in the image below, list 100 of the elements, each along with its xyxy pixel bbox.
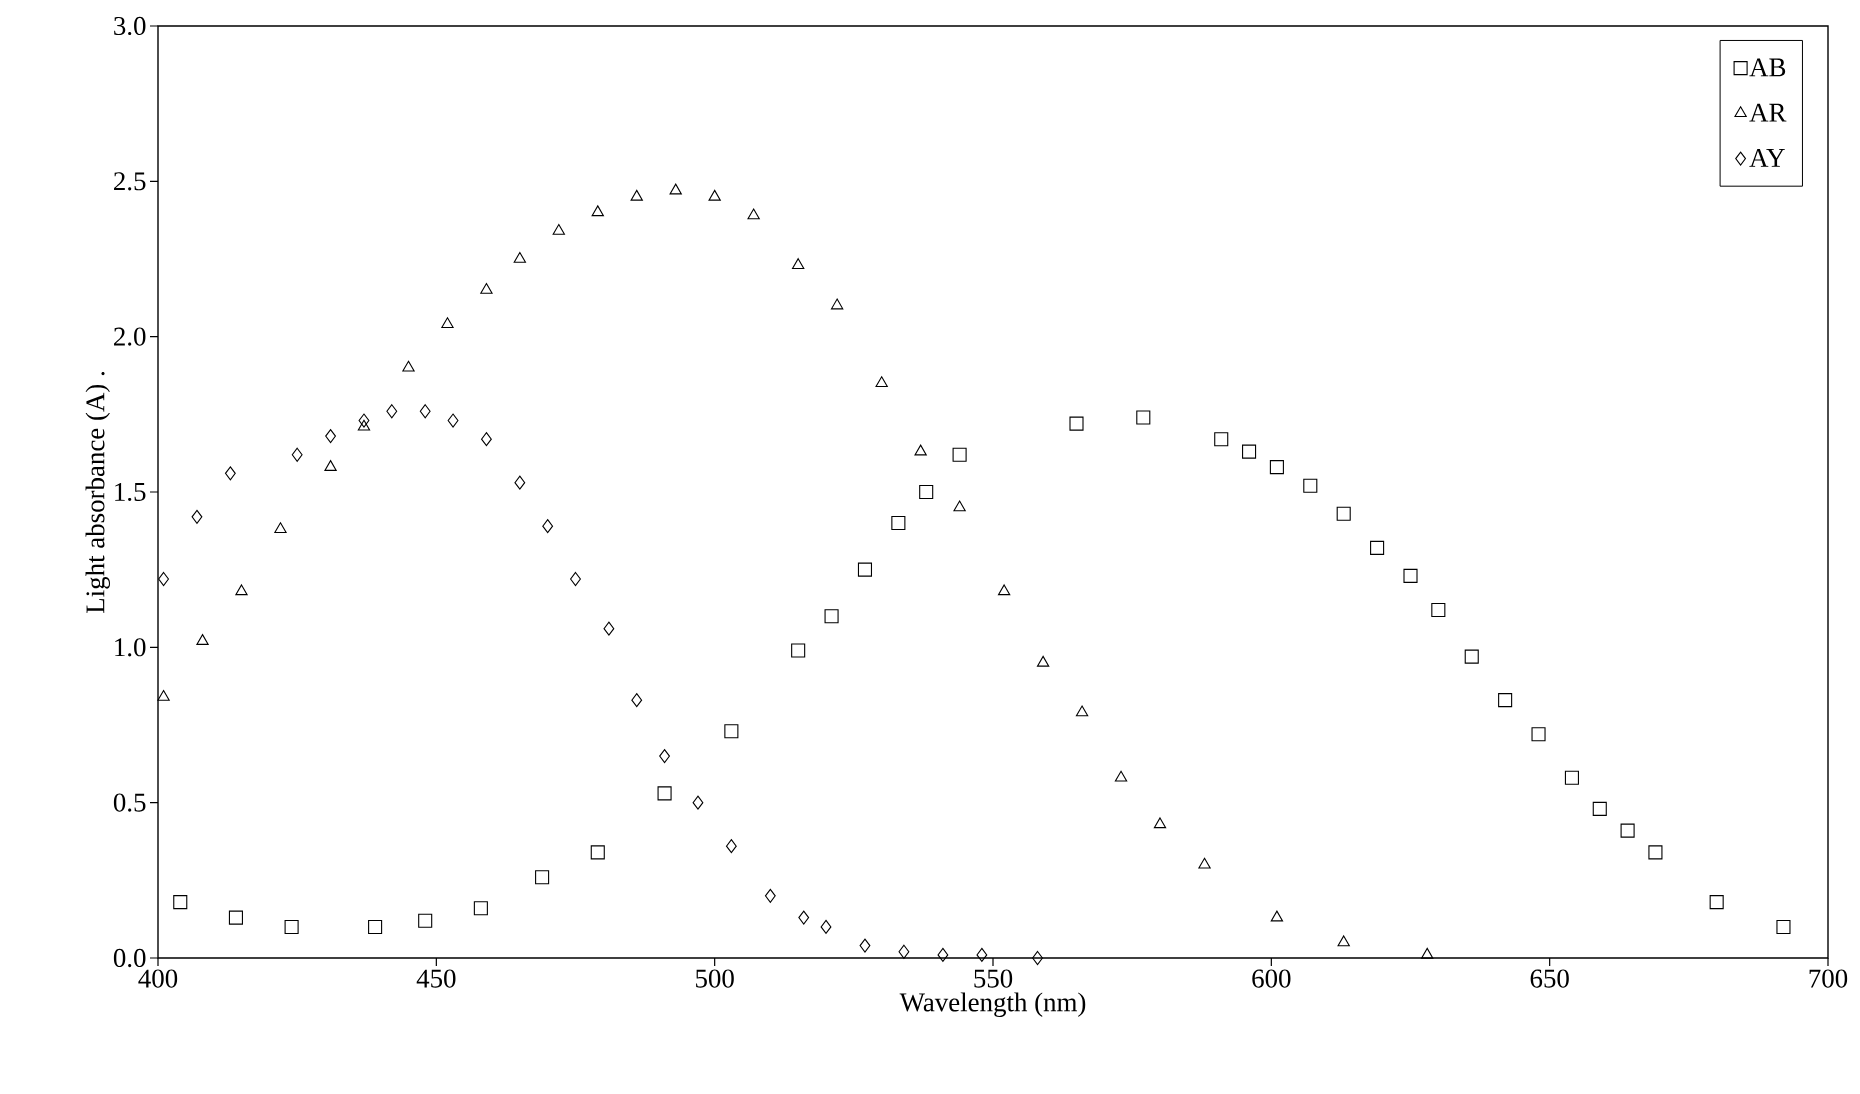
point	[1036, 655, 1050, 667]
point	[859, 938, 871, 953]
x-tick-label: 700	[1809, 969, 1848, 988]
point	[919, 484, 934, 500]
point	[764, 888, 776, 903]
point	[173, 895, 188, 910]
x-tick-label: 400	[138, 969, 178, 988]
point	[630, 189, 643, 201]
point	[692, 795, 704, 810]
point	[291, 447, 303, 462]
point	[196, 634, 209, 645]
point	[235, 584, 248, 596]
point	[659, 749, 670, 764]
point	[952, 447, 967, 462]
point	[480, 283, 493, 294]
point	[1431, 603, 1446, 618]
point	[447, 413, 459, 428]
y-tick-label: 2.5	[114, 172, 146, 191]
point	[997, 584, 1011, 596]
point	[481, 432, 492, 447]
point	[513, 251, 527, 263]
x-axis-title: Wavelength (nm)	[899, 992, 1086, 1017]
point	[368, 919, 383, 934]
point	[1242, 444, 1257, 459]
point	[898, 944, 910, 959]
point	[1153, 817, 1167, 829]
point	[791, 258, 805, 269]
point	[724, 724, 739, 739]
point	[325, 429, 336, 444]
point	[1498, 693, 1513, 708]
point	[1270, 910, 1284, 922]
point	[284, 919, 299, 934]
legend-label: AY	[1749, 148, 1785, 167]
point	[725, 839, 737, 854]
point	[1198, 857, 1211, 869]
point	[552, 223, 565, 235]
point	[542, 519, 554, 534]
point	[747, 208, 760, 220]
point	[591, 205, 604, 217]
point	[824, 609, 839, 624]
point	[274, 522, 287, 534]
point	[1403, 568, 1418, 583]
y-tick-label: 0.5	[113, 793, 146, 812]
point	[1464, 649, 1479, 664]
x-tick-label: 550	[974, 969, 1013, 988]
point	[1214, 432, 1229, 447]
point	[1269, 460, 1284, 475]
point	[324, 460, 337, 471]
x-tick-label: 600	[1252, 969, 1291, 988]
point	[914, 444, 927, 456]
y-tick-label: 0.0	[113, 948, 146, 968]
point	[1370, 540, 1385, 555]
point	[1592, 801, 1607, 816]
x-tick-label: 500	[696, 969, 734, 988]
point	[603, 621, 615, 636]
point	[514, 475, 526, 490]
point	[1114, 770, 1128, 782]
point	[535, 870, 550, 885]
point	[669, 183, 682, 195]
legend-label: AR	[1749, 103, 1787, 122]
point	[708, 189, 721, 201]
y-tick-label: 1.0	[115, 638, 146, 657]
point	[830, 298, 844, 310]
point	[798, 910, 810, 925]
point	[386, 404, 398, 419]
point	[1709, 895, 1724, 910]
point	[1069, 416, 1084, 431]
point	[191, 509, 203, 524]
y-tick-label: 2.0	[114, 327, 146, 346]
point	[791, 643, 806, 658]
point	[590, 845, 605, 860]
point	[937, 947, 949, 962]
point	[1337, 935, 1350, 947]
point	[1648, 845, 1663, 860]
point	[820, 919, 832, 934]
point	[875, 376, 888, 388]
point	[1336, 506, 1351, 521]
point	[1776, 919, 1791, 934]
point	[1564, 770, 1579, 785]
point	[1620, 823, 1635, 838]
point	[976, 947, 988, 962]
y-tick-label: 3.0	[114, 16, 146, 36]
point	[1421, 947, 1434, 959]
point	[419, 404, 431, 419]
x-tick-label: 650	[1530, 969, 1569, 988]
legend-label: AB	[1749, 58, 1786, 77]
point	[1303, 478, 1318, 493]
point	[953, 500, 966, 512]
point	[224, 466, 236, 481]
point	[228, 910, 243, 925]
point	[631, 693, 643, 708]
point	[157, 689, 170, 701]
point	[357, 419, 371, 431]
point	[657, 786, 672, 801]
point	[473, 901, 488, 916]
point	[1075, 705, 1089, 717]
y-axis-title: Light absorbance (A) .	[85, 372, 111, 613]
y-tick-label: 1.5	[115, 482, 146, 502]
x-tick-label: 450	[416, 969, 456, 988]
point	[857, 562, 873, 577]
